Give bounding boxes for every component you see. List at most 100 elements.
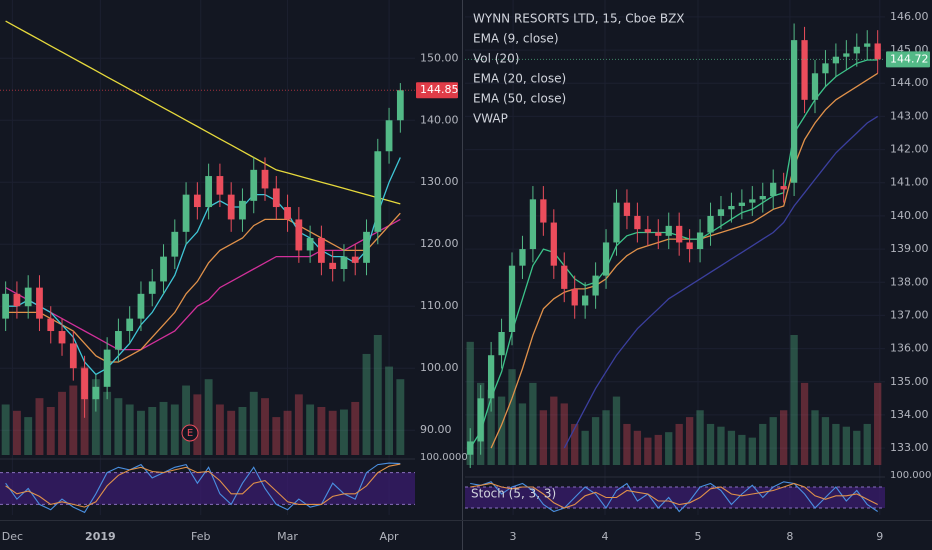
volume-bar xyxy=(487,389,495,465)
candle-body xyxy=(811,73,819,100)
y-tick-label: 140.00 xyxy=(890,209,929,222)
candle-body xyxy=(24,287,32,307)
candle-body xyxy=(295,219,303,251)
volume-bar xyxy=(518,403,527,465)
volume-bar xyxy=(238,407,247,455)
y-tick-label: 143.00 xyxy=(890,109,929,122)
indicator-line xyxy=(469,59,878,449)
candle-body xyxy=(340,256,348,270)
candle-body xyxy=(571,288,578,306)
oscillator-label: Stoch (5, 3, 3) xyxy=(471,487,556,501)
candle-body xyxy=(832,56,840,64)
volume-bar xyxy=(385,366,394,455)
legend-entry: EMA (9, close) xyxy=(473,32,559,46)
candle-body xyxy=(655,232,662,236)
candle-body xyxy=(759,196,766,200)
volume-bar xyxy=(874,382,882,465)
volume-bar xyxy=(215,404,224,455)
legend-entry: Vol (20) xyxy=(473,52,519,66)
last-price-label: 144.72 xyxy=(890,52,929,65)
volume-bar xyxy=(696,410,704,465)
candle-body xyxy=(874,43,881,60)
stoch-line xyxy=(5,463,401,508)
x-tick-label: Feb xyxy=(191,530,210,543)
legend-entry: VWAP xyxy=(473,112,508,126)
y-tick-label: 134.00 xyxy=(890,408,929,421)
candle-body xyxy=(853,46,860,54)
volume-bar xyxy=(261,398,269,455)
volume-bar xyxy=(591,417,600,465)
candle-body xyxy=(126,318,134,332)
oscillator-top-label: 100.0000 xyxy=(890,470,932,481)
volume-bar xyxy=(769,417,777,465)
volume-bar xyxy=(148,407,157,455)
y-tick-label: 139.00 xyxy=(890,242,929,255)
volume-bar xyxy=(46,407,55,455)
candle-body xyxy=(81,368,88,400)
y-tick-label: 100.00 xyxy=(420,361,459,374)
y-tick-label: 135.00 xyxy=(890,375,929,388)
last-price-label: 144.85 xyxy=(420,83,459,96)
y-tick-label: 144.00 xyxy=(890,76,929,89)
volume-bar xyxy=(644,437,652,465)
volume-bar xyxy=(227,410,236,455)
oscillator-top-label: 100.0000 xyxy=(420,452,468,463)
stoch-line xyxy=(470,482,878,509)
volume-bar xyxy=(800,382,809,465)
volume-bar xyxy=(832,423,840,465)
candle-body xyxy=(385,120,393,152)
volume-bar xyxy=(58,391,66,455)
candle-body xyxy=(529,199,537,250)
volume-bar xyxy=(654,434,662,465)
volume-bar xyxy=(780,410,788,465)
y-tick-label: 140.00 xyxy=(420,113,459,126)
volume-bar xyxy=(539,410,548,465)
volume-bar xyxy=(91,379,100,455)
candle-body xyxy=(318,238,325,263)
last-price-box xyxy=(886,51,930,68)
candle-body xyxy=(582,295,589,306)
legend-entry: EMA (20, close) xyxy=(473,72,566,86)
volume-bar xyxy=(317,407,326,455)
volume-bar xyxy=(675,423,683,465)
volume-bar xyxy=(863,423,871,465)
candle-body xyxy=(374,151,382,232)
candle-body xyxy=(137,293,145,319)
volume-bar xyxy=(103,391,112,455)
volume-bar xyxy=(853,430,861,465)
candle-body xyxy=(351,256,359,263)
stoch-line xyxy=(5,462,401,514)
volume-bar xyxy=(602,410,610,465)
volume-bar xyxy=(12,410,21,455)
earnings-marker: E xyxy=(187,428,193,439)
volume-bar xyxy=(306,404,315,455)
candle-body xyxy=(396,90,404,121)
volume-bar xyxy=(373,335,382,455)
volume-bar xyxy=(623,423,631,465)
volume-bar xyxy=(842,426,850,465)
candle-body xyxy=(115,331,122,350)
volume-bar xyxy=(581,430,589,465)
stoch-line xyxy=(470,481,879,513)
candle-body xyxy=(519,249,526,266)
volume-bar xyxy=(529,382,537,465)
volume-bar xyxy=(328,410,337,455)
volume-bar xyxy=(35,398,44,455)
candle-body xyxy=(822,63,829,74)
volume-bar xyxy=(137,410,145,455)
y-tick-label: 142.00 xyxy=(890,143,929,156)
volume-bar xyxy=(821,417,830,465)
candle-body xyxy=(92,386,100,400)
candle-body xyxy=(801,40,808,100)
volume-bar xyxy=(571,423,579,465)
indicator-line xyxy=(5,212,401,363)
candle-body xyxy=(171,231,179,257)
y-tick-label: 130.00 xyxy=(420,175,459,188)
volume-bar xyxy=(249,391,258,455)
candle-body xyxy=(644,229,651,233)
x-tick-label: Mar xyxy=(277,530,298,543)
x-tick-label: 5 xyxy=(694,530,701,543)
candle-body xyxy=(69,343,77,369)
y-tick-label: 110.00 xyxy=(420,299,459,312)
